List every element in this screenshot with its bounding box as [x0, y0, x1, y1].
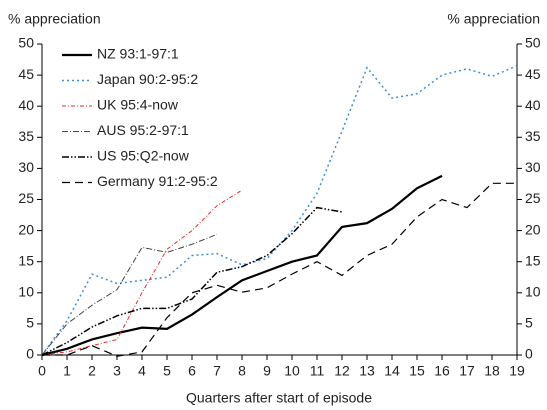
x-tick-label: 9: [263, 363, 271, 379]
series-line: [41, 65, 518, 356]
y-tick-label: 20: [18, 221, 34, 237]
x-tick-label: 10: [284, 363, 300, 379]
y-tick-label: 35: [18, 128, 34, 144]
x-tick-label: 4: [138, 363, 146, 379]
y2-tick-label: 0: [525, 346, 533, 362]
series-line: [41, 206, 343, 356]
x-tick-label: 19: [509, 363, 525, 379]
y2-tick-label: 45: [525, 66, 541, 82]
y2-tick-label: 25: [525, 190, 541, 206]
y-tick-label: 15: [18, 252, 34, 268]
x-tick-label: 13: [359, 363, 375, 379]
x-tick-label: 14: [384, 363, 400, 379]
y-axis-label: % appreciation: [8, 11, 101, 27]
x-tick-label: 17: [459, 363, 475, 379]
x-tick-label: 18: [484, 363, 500, 379]
legend-label: UK 95:4-now: [97, 97, 179, 113]
x-tick-label: 2: [88, 363, 96, 379]
x-tick-label: 7: [213, 363, 221, 379]
x-tick-label: 0: [38, 363, 46, 379]
y-tick-label: 0: [26, 346, 34, 362]
x-tick-label: 15: [409, 363, 425, 379]
y-tick-label: 10: [18, 284, 34, 300]
legend-label: Japan 90:2-95:2: [97, 71, 198, 87]
y-tick-label: 5: [26, 315, 34, 331]
x-tick-label: 8: [238, 363, 246, 379]
y2-tick-label: 40: [525, 97, 541, 113]
legend-label: US 95:Q2-now: [97, 148, 190, 164]
series-line: [42, 182, 517, 357]
x-axis-label: Quarters after start of episode: [186, 390, 372, 406]
y2-tick-label: 15: [525, 252, 541, 268]
x-tick-label: 1: [63, 363, 71, 379]
y2-tick-label: 50: [525, 35, 541, 51]
y-tick-label: 25: [18, 190, 34, 206]
series-line: [41, 174, 443, 357]
y-tick-label: 50: [18, 35, 34, 51]
x-tick-label: 3: [113, 363, 121, 379]
x-tick-label: 12: [334, 363, 350, 379]
legend-label: NZ 93:1-97:1: [97, 46, 179, 62]
y2-tick-label: 35: [525, 128, 541, 144]
y2-tick-label: 20: [525, 221, 541, 237]
y2-tick-label: 10: [525, 284, 541, 300]
legend-label: Germany 91:2-95:2: [97, 173, 218, 189]
y2-tick-label: 30: [525, 159, 541, 175]
x-tick-label: 6: [188, 363, 196, 379]
x-tick-label: 16: [434, 363, 450, 379]
series-line: [41, 233, 218, 356]
legend-label: AUS 95:2-97:1: [97, 122, 189, 138]
y-tick-label: 30: [18, 159, 34, 175]
y-tick-label: 45: [18, 66, 34, 82]
y-tick-label: 40: [18, 97, 34, 113]
y2-axis-label: % appreciation: [447, 11, 540, 27]
x-tick-label: 11: [310, 363, 325, 379]
x-tick-label: 5: [163, 363, 171, 379]
y2-tick-label: 5: [525, 315, 533, 331]
series-line: [41, 189, 243, 356]
